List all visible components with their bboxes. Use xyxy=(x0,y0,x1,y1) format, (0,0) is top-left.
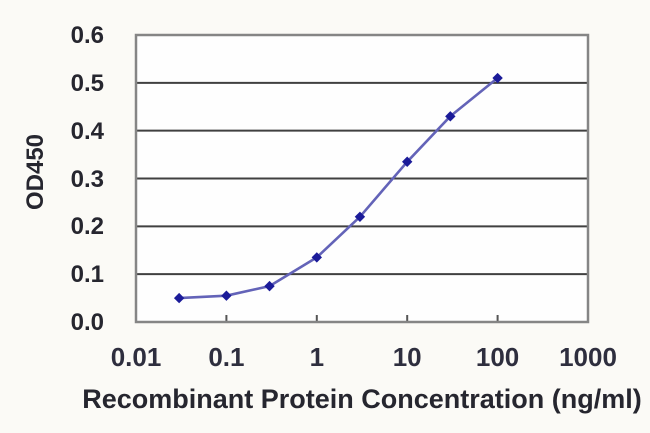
data-point-marker xyxy=(492,72,503,84)
x-tick-label: 0.1 xyxy=(208,342,245,372)
plot-border xyxy=(134,33,590,324)
x-tick-label: 1 xyxy=(309,342,325,372)
x-tick-label: 100 xyxy=(475,342,520,372)
data-point-marker xyxy=(311,252,322,263)
y-tick-label: 0.0 xyxy=(70,309,104,336)
data-point-marker xyxy=(221,290,232,301)
y-tick-label: 0.6 xyxy=(70,22,104,49)
y-tick-label: 0.2 xyxy=(70,213,104,241)
data-point-marker xyxy=(264,280,275,292)
series-line xyxy=(179,76,499,300)
data-point-marker xyxy=(354,211,366,222)
y-tick-label: 0.3 xyxy=(70,165,104,193)
y-tick-label: 0.1 xyxy=(70,261,104,289)
x-tick-label: 10 xyxy=(392,342,422,372)
data-point-marker xyxy=(173,292,185,304)
y-tick-label: 0.4 xyxy=(70,117,104,145)
data-point-marker xyxy=(445,111,456,122)
data-point-marker xyxy=(402,156,413,167)
x-tick-label: 0.01 xyxy=(110,342,162,372)
x-axis-title: Recombinant Protein Concentration (ng/ml… xyxy=(82,384,642,414)
y-tick-label: 0.5 xyxy=(70,69,104,97)
x-tick-label: 1000 xyxy=(559,342,617,372)
